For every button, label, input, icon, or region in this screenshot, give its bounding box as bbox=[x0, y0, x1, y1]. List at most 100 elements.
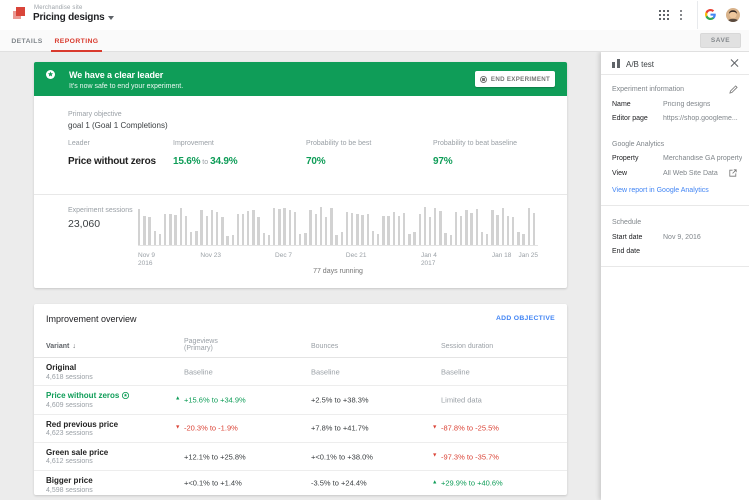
tab-details[interactable]: DETAILS bbox=[11, 37, 43, 45]
chart-bar bbox=[350, 212, 354, 245]
chart-bar bbox=[153, 231, 156, 245]
result-card: We have a clear leader It's now safe to … bbox=[34, 62, 567, 288]
chart-bar bbox=[319, 207, 323, 245]
chart-bar bbox=[512, 216, 515, 245]
kebab-menu-icon[interactable] bbox=[680, 10, 682, 20]
tick-line1: Jan 18 bbox=[491, 251, 512, 259]
arrow-down-icon: ▼ bbox=[432, 452, 438, 459]
variant-name-text: Original bbox=[46, 363, 77, 372]
column-header-text: Variant bbox=[46, 342, 70, 350]
arrow-up-icon: ▲ bbox=[432, 479, 438, 486]
experiment-title[interactable]: Pricing designs bbox=[33, 12, 105, 23]
column-header-pageviews: Pageviews (Primary) bbox=[184, 338, 218, 353]
chart-bar bbox=[517, 231, 520, 245]
column-header-variant[interactable]: Variant ↓ bbox=[46, 343, 76, 351]
cell-value: ▲ +15.6% to +34.9% bbox=[175, 395, 246, 405]
arrow-up-icon: ▲ bbox=[175, 395, 181, 402]
chart-bar bbox=[158, 234, 162, 245]
save-button[interactable]: SAVE bbox=[700, 32, 741, 48]
tick-line1: Jan 25 bbox=[518, 251, 538, 259]
chart-bar bbox=[278, 209, 281, 245]
column-header-text: Pageviews bbox=[184, 337, 218, 345]
cell-text: -20.3% to -1.9% bbox=[184, 423, 238, 433]
variant-name-text: Price without zeros bbox=[46, 391, 120, 401]
chevron-down-icon[interactable] bbox=[108, 16, 114, 20]
sort-arrow-icon: ↓ bbox=[72, 342, 76, 350]
google-logo-icon bbox=[705, 9, 716, 20]
open-in-new-icon[interactable] bbox=[729, 169, 737, 177]
view-report-link[interactable]: View report in Google Analytics bbox=[612, 187, 709, 195]
chart-bar bbox=[480, 232, 484, 245]
tab-reporting[interactable]: REPORTING bbox=[54, 37, 99, 45]
tick-line1: Nov 9 bbox=[138, 251, 155, 259]
chart-bar bbox=[138, 209, 141, 245]
variant-name-text: Green sale price bbox=[46, 447, 109, 457]
chart-bar bbox=[335, 234, 338, 245]
add-objective-button[interactable]: ADD OBJECTIVE bbox=[495, 315, 555, 322]
panel-divider bbox=[601, 266, 749, 267]
chart-bar bbox=[465, 210, 468, 245]
chart-bar bbox=[174, 215, 177, 245]
panel-field-value: Merchandise GA property bbox=[663, 155, 743, 162]
table-row[interactable]: Bigger price 4,598 sessions +<0.1% to +1.4… bbox=[34, 471, 567, 495]
tab-bar: DETAILS REPORTING SAVE bbox=[0, 30, 749, 52]
table-row[interactable]: Price without zeros 4,609 sessions ▲ +15.6%… bbox=[34, 386, 567, 415]
cell-value: ▼ -97.3% to -35.7% bbox=[432, 452, 499, 461]
chart-bar bbox=[288, 210, 292, 245]
chart-tick-label: Dec 7 bbox=[275, 252, 292, 260]
variant-name: Green sale price bbox=[46, 448, 108, 457]
pencil-icon[interactable] bbox=[729, 85, 738, 94]
panel-field-value: https://shop.googleme... bbox=[663, 115, 738, 123]
optimize-logo-icon bbox=[13, 7, 27, 21]
cell-value: Baseline bbox=[311, 367, 340, 376]
chart-bar bbox=[496, 214, 499, 245]
cell-text: +2.5% to +38.3% bbox=[311, 395, 369, 405]
chart-bar bbox=[262, 232, 266, 245]
chart-bar bbox=[169, 214, 172, 245]
chart-bar bbox=[200, 210, 203, 245]
cell-text: +15.6% to +34.9% bbox=[184, 395, 246, 405]
cell-text: -87.8% to -25.5% bbox=[441, 423, 499, 433]
cell-value: +2.5% to +38.3% bbox=[311, 395, 369, 404]
chart-bar bbox=[444, 232, 447, 245]
apps-grid-icon[interactable] bbox=[659, 10, 669, 20]
chart-bar bbox=[345, 211, 349, 245]
table-row[interactable]: Green sale price 4,612 sessions +12.1% to … bbox=[34, 443, 567, 472]
variant-name: Red previous price bbox=[46, 420, 118, 429]
stat-label: Leader bbox=[68, 140, 90, 147]
chart-bar bbox=[371, 231, 375, 245]
cell-text: Baseline bbox=[441, 367, 470, 377]
cell-text: +<0.1% to +1.4% bbox=[184, 478, 242, 488]
star-circle-icon bbox=[46, 70, 55, 79]
chart-bar bbox=[273, 208, 276, 245]
chart-bar bbox=[257, 216, 260, 245]
table-row[interactable]: Original 4,618 sessions Baseline Baseline Ba… bbox=[34, 358, 567, 387]
chart-bar bbox=[215, 211, 219, 245]
summary-stat-3: Probability to beat baseline 97% bbox=[433, 140, 517, 167]
variant-sessions: 4,612 sessions bbox=[46, 458, 93, 466]
close-icon[interactable] bbox=[729, 58, 739, 68]
user-avatar[interactable] bbox=[726, 8, 740, 22]
primary-objective-label: Primary objective bbox=[68, 111, 122, 118]
chart-bar bbox=[413, 232, 416, 245]
chart-bar bbox=[434, 208, 437, 245]
stop-icon bbox=[479, 75, 487, 83]
chart-tick-label: Jan 4 2017 bbox=[421, 252, 437, 268]
panel-field-label: View bbox=[612, 169, 628, 177]
variant-sessions: 4,598 sessions bbox=[46, 486, 93, 494]
active-tab-indicator bbox=[51, 49, 102, 52]
chart-bar bbox=[247, 210, 250, 245]
chart-bar bbox=[325, 217, 328, 245]
stat-value-from: 15.6% bbox=[173, 156, 201, 167]
panel-title: A/B test bbox=[626, 60, 655, 69]
cell-text: Limited data bbox=[441, 395, 482, 405]
cell-value: +7.8% to +41.7% bbox=[311, 424, 369, 433]
ab-test-icon bbox=[612, 59, 620, 68]
chart-bar bbox=[309, 209, 312, 245]
leader-badge-icon bbox=[122, 392, 130, 400]
table-row[interactable]: Red previous price 4,623 sessions ▼ -20.3% … bbox=[34, 415, 567, 443]
panel-field-label: End date bbox=[612, 248, 641, 256]
end-experiment-button[interactable]: END EXPERIMENT bbox=[475, 71, 555, 87]
chart-bar bbox=[361, 215, 364, 245]
cell-value: ▼ -20.3% to -1.9% bbox=[175, 423, 238, 433]
